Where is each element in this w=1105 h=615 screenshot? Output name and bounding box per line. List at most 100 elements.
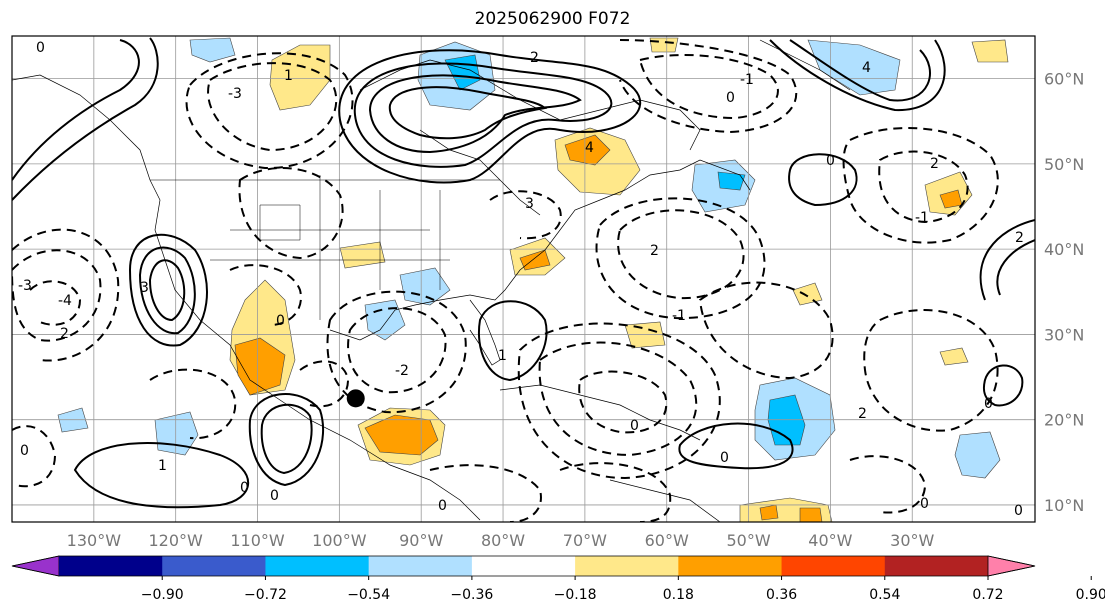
colorbar-tick-label: −0.72 — [244, 587, 287, 603]
contours-positive — [12, 37, 1035, 509]
contour-label: -3 — [18, 278, 32, 294]
shade-orange — [799, 507, 823, 522]
contour-label: 0 — [920, 496, 929, 512]
shade-blue — [189, 37, 236, 63]
lon-tick-label: 30°W — [890, 531, 934, 550]
colorbar-tick-label: 0.36 — [766, 587, 797, 603]
lat-tick-label: 10°N — [1044, 496, 1084, 515]
contour-label: 2 — [1015, 230, 1024, 246]
lat-tick-label: 40°N — [1044, 240, 1084, 259]
colorbar-bin — [265, 556, 370, 576]
lon-tick-label: 120°W — [149, 531, 204, 550]
colorbar-tick-label: 0.18 — [663, 587, 694, 603]
shade-yellow — [339, 241, 386, 269]
lon-tick-label: 40°W — [808, 531, 852, 550]
shade-yellow — [269, 44, 331, 111]
contour-label: 1 — [498, 348, 507, 364]
contour-label: 3 — [140, 280, 149, 296]
colorbar-extend-high — [987, 555, 1036, 577]
colorbar-outline — [11, 555, 1036, 577]
contour-label: 3 — [525, 196, 534, 212]
contours-negative — [12, 39, 999, 522]
colorbar-bin — [575, 556, 679, 576]
lon-tick-label: 50°W — [726, 531, 770, 550]
shaded-regions — [57, 37, 1009, 522]
contour-label: 0 — [276, 313, 285, 329]
shade-blue — [364, 299, 406, 341]
contour-label: 2 — [60, 326, 69, 342]
contour-label: 0 — [826, 153, 835, 169]
colorbar-bin — [368, 556, 473, 576]
shade-orange — [519, 249, 551, 271]
lon-tick-label: 70°W — [563, 531, 607, 550]
shade-yellow — [971, 39, 1009, 63]
lat-tick-label: 30°N — [1044, 325, 1084, 344]
shade-orange — [564, 134, 611, 166]
colorbar-bin — [471, 556, 576, 576]
lon-tick-label: 110°W — [230, 531, 285, 550]
contour-label: -1 — [672, 308, 686, 324]
longitude-labels: 130°W 120°W 110°W 100°W 90°W 80°W 70°W 60°W 50°W… — [67, 531, 935, 550]
shade-orange — [234, 337, 286, 396]
shade-blue — [399, 267, 451, 306]
lat-tick-label: 50°N — [1044, 155, 1084, 174]
shade-blue — [807, 39, 901, 96]
contour-label: 0 — [1014, 503, 1023, 519]
lon-tick-label: 130°W — [67, 531, 122, 550]
shade-yellow — [792, 282, 823, 306]
contour-labels: 0 1 2 -3 -4 -3 3 -2 2 -1 0 4 3 0 2 -1 2 … — [18, 40, 1024, 519]
lon-tick-label: 90°W — [399, 531, 443, 550]
shade-orange — [364, 414, 439, 456]
shade-orange — [759, 504, 779, 521]
lat-tick-label: 60°N — [1044, 70, 1084, 89]
shade-yellow — [624, 321, 666, 349]
colorbar-bin — [59, 556, 163, 576]
contour-label: -1 — [740, 72, 754, 88]
colorbar-extend-low — [11, 555, 60, 577]
shade-blue — [954, 431, 1001, 479]
contour-label: 4 — [862, 60, 871, 76]
contour-label: 2 — [650, 243, 659, 259]
colorbar-bin — [884, 556, 989, 576]
colorbar-tick-label: −0.54 — [347, 587, 390, 603]
colorbar-bin — [781, 556, 886, 576]
contour-label: 0 — [630, 418, 639, 434]
shade-yellow — [649, 37, 679, 53]
map-title: 2025062900 F072 — [474, 9, 631, 29]
lon-tick-label: 80°W — [481, 531, 525, 550]
contour-label: -4 — [58, 293, 72, 309]
colorbar-tick-label: 0.54 — [869, 587, 900, 603]
contour-label: 1 — [158, 458, 167, 474]
contour-label: 2 — [858, 406, 867, 422]
contour-label: 0 — [984, 396, 993, 412]
colorbar-tick-label: 0.72 — [972, 587, 1003, 603]
colorbar-bin — [162, 556, 266, 576]
map-frame — [11, 35, 1036, 523]
center-dot-marker — [346, 389, 365, 408]
contour-label: -3 — [228, 86, 242, 102]
colorbar-tick-label: −0.90 — [141, 587, 184, 603]
contour-label: 2 — [930, 156, 939, 172]
shade-blue-dark — [717, 171, 746, 191]
colorbar-tick-label: −0.18 — [554, 587, 597, 603]
colorbar: −0.90 −0.72 −0.54 −0.36 −0.18 0.18 0.36 0.54 0.7… — [11, 555, 1105, 603]
contour-label: 2 — [530, 50, 539, 66]
colorbar-bin — [678, 556, 783, 576]
lon-tick-label: 100°W — [312, 531, 367, 550]
contour-label: 0 — [720, 450, 729, 466]
latitude-labels: 60°N 50°N 40°N 30°N 20°N 10°N — [1044, 70, 1084, 515]
contour-label: 4 — [585, 140, 594, 156]
shade-blue — [154, 411, 199, 456]
contour-label: 0 — [270, 488, 279, 504]
contour-label: 1 — [284, 68, 293, 84]
contour-label: 0 — [240, 480, 249, 496]
contour-label: 0 — [20, 443, 29, 459]
lon-tick-label: 60°W — [645, 531, 689, 550]
contour-label: -1 — [915, 210, 929, 226]
shade-yellow — [939, 347, 969, 366]
colorbar-tick-label: −0.36 — [450, 587, 493, 603]
contour-label: 0 — [36, 40, 45, 56]
colorbar-tick-label: 0.90 — [1076, 587, 1105, 603]
contour-label: -2 — [395, 363, 409, 379]
